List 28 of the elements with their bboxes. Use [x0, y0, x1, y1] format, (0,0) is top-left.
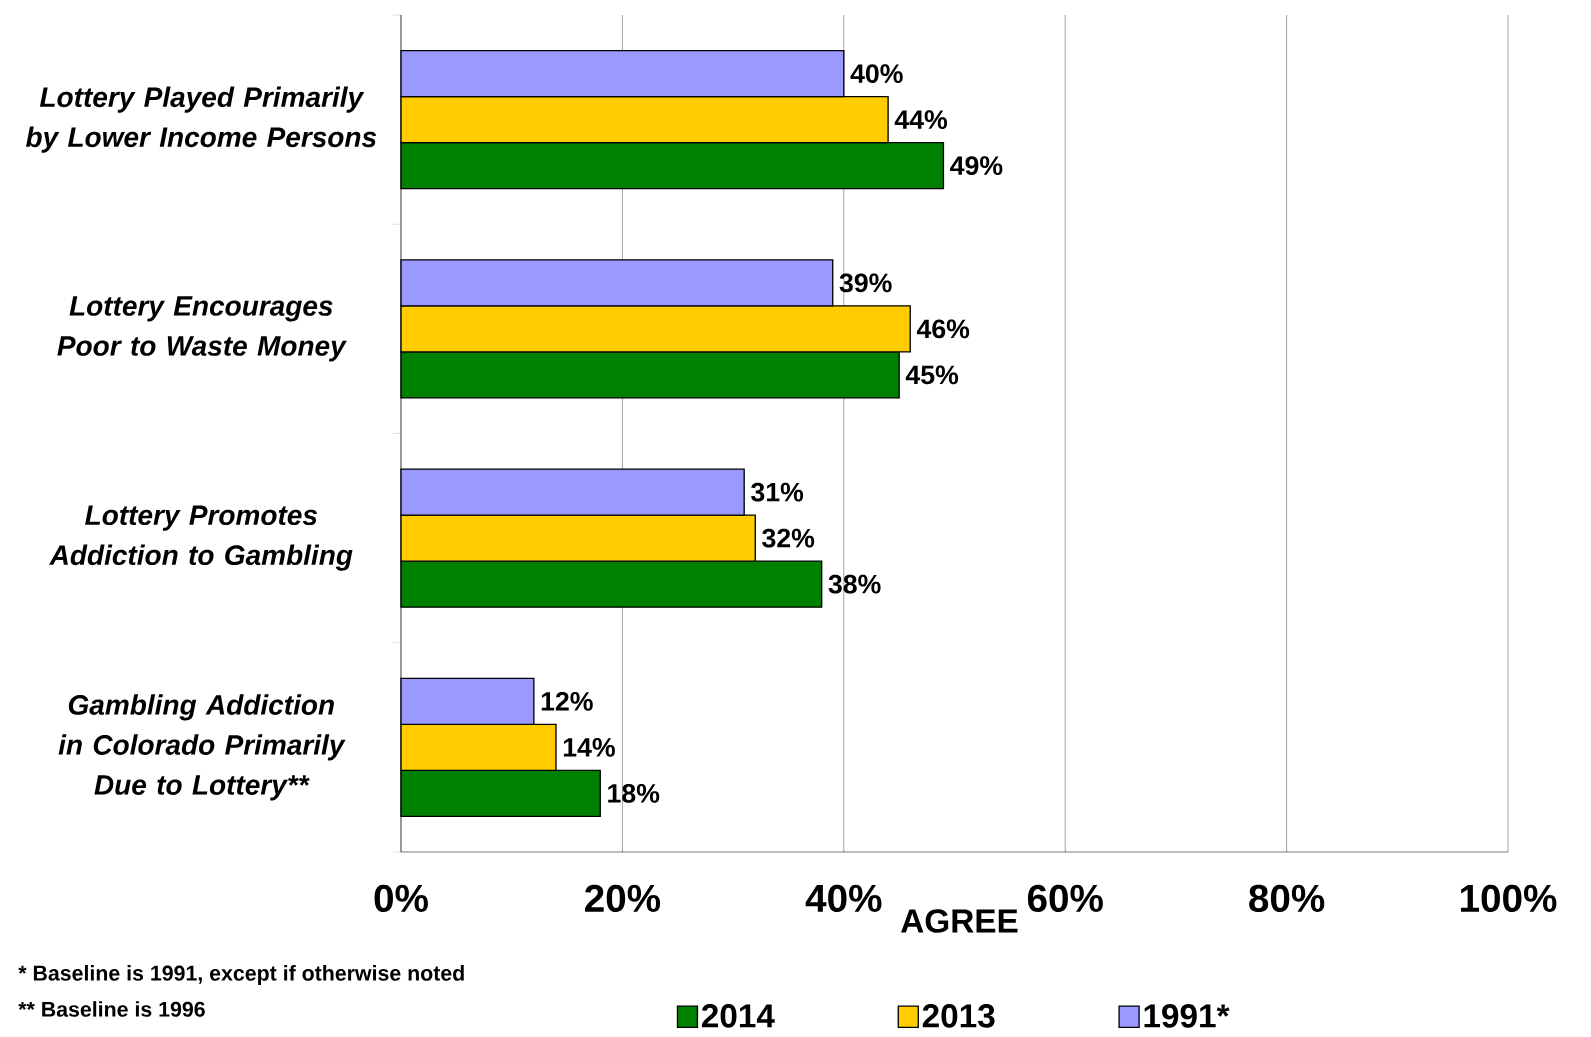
data-label: 12% [541, 691, 593, 711]
x-tick-label: 60% [1027, 884, 1103, 913]
text: ** Baseline is 1996 [18, 1001, 205, 1017]
data-label: 18% [608, 783, 660, 803]
x-tick-label: 100% [1460, 884, 1557, 913]
legend-label: 2014 [701, 1004, 775, 1028]
y-tick-label: Lottery Promotes Addiction to Gambling [49, 505, 353, 571]
y-tick-label: Lottery Played Primarily by Lower Income Persons [25, 86, 377, 153]
x-tick-label: 0% [374, 884, 428, 913]
x-tick-label: 80% [1249, 884, 1325, 913]
data-label: 49% [950, 156, 1003, 176]
data-label: 39% [839, 273, 892, 293]
legend-label: 2013 [922, 1004, 995, 1028]
data-label: 38% [828, 574, 881, 594]
x-tick-label: 40% [805, 884, 882, 913]
y-tick-label: Lottery Encourages Poor to Waste Money [57, 296, 347, 362]
data-label: 31% [751, 482, 804, 502]
data-label: 45% [905, 365, 959, 385]
text: * Baseline is 1991, except if otherwise noted [18, 965, 464, 985]
data-label: 44% [894, 110, 948, 130]
y-tick-label: Gambling Addiction in Colorado Primarily Due to Lottery** [58, 694, 346, 801]
data-label: 32% [762, 528, 815, 548]
x-axis-title: AGREE [901, 909, 1018, 933]
legend-label: 1991* [1144, 1004, 1230, 1028]
x-tick-label: 20% [585, 884, 661, 913]
data-label: 14% [563, 738, 615, 757]
data-label: 40% [850, 64, 903, 84]
data-label: 46% [916, 319, 970, 339]
